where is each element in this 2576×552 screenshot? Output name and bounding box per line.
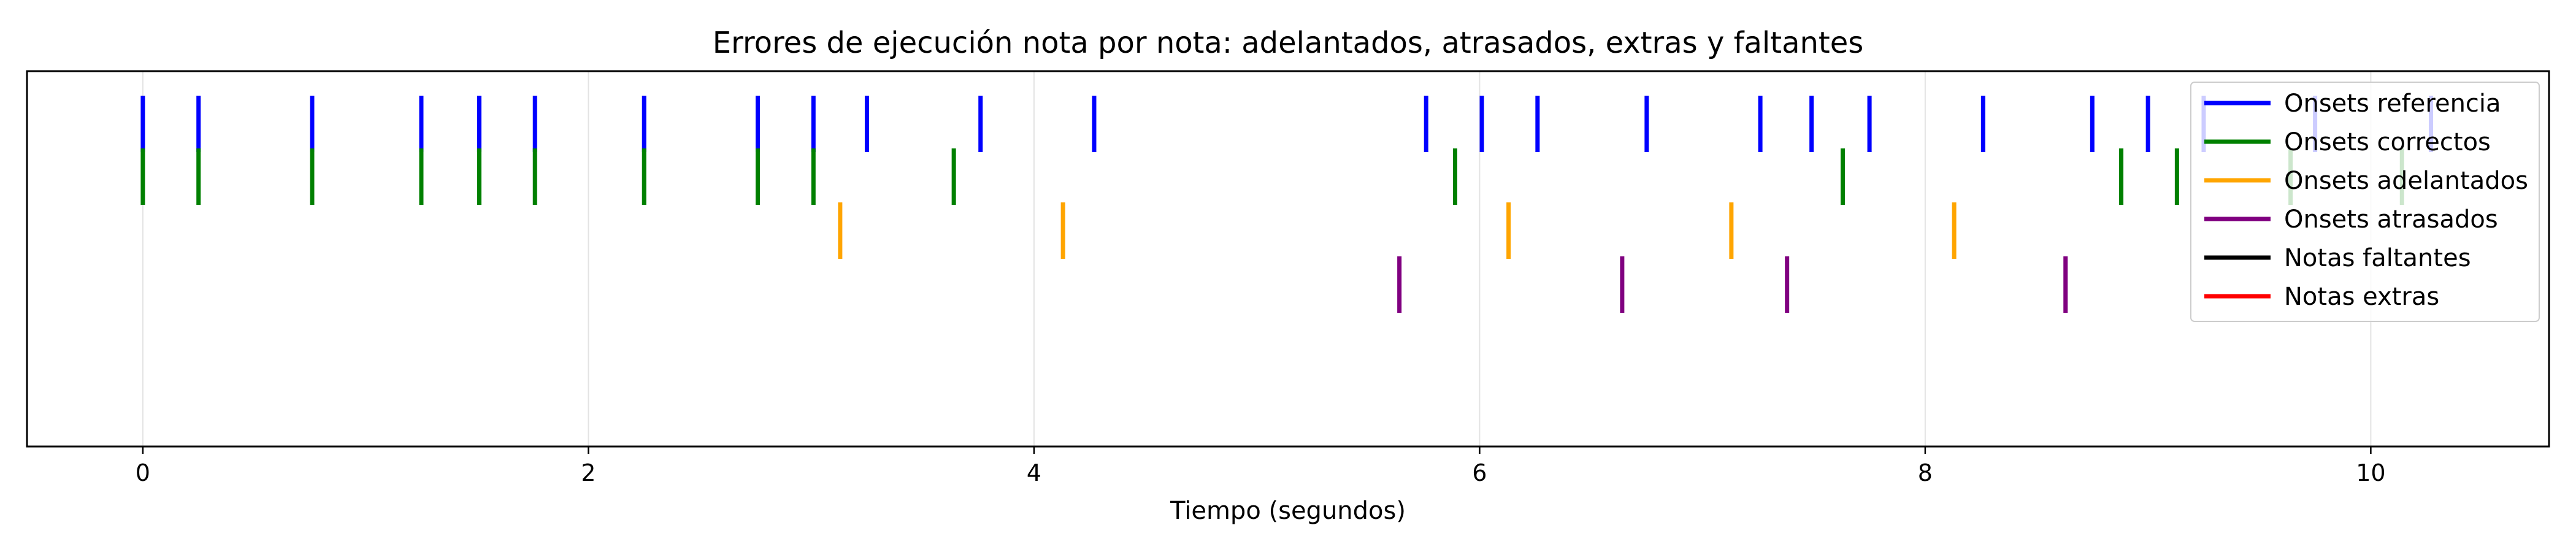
x-tick-label: 8 — [1918, 459, 1933, 486]
x-tick-label: 0 — [136, 459, 150, 486]
legend-box — [2190, 82, 2540, 322]
series-onsets-atrasados — [1397, 256, 2068, 313]
legend: Onsets referencia Onsets correctos Onsets … — [2190, 82, 2540, 322]
legend-label: Notas faltantes — [2284, 244, 2471, 272]
legend-label: Notas extras — [2284, 283, 2439, 311]
legend-label: Onsets correctos — [2284, 128, 2491, 156]
x-tick-label: 2 — [581, 459, 596, 486]
plot-area — [26, 70, 2550, 448]
x-tick-label: 4 — [1027, 459, 1041, 486]
legend-label: Onsets referencia — [2284, 90, 2501, 118]
legend-label: Onsets adelantados — [2284, 167, 2528, 195]
x-tick-label: 6 — [1472, 459, 1487, 486]
series-onsets-correctos — [140, 148, 2404, 205]
event-marks — [140, 96, 2433, 313]
series-onsets-adelantados — [838, 202, 1957, 259]
series-onsets-referencia — [140, 96, 2433, 152]
grid — [142, 71, 2372, 447]
x-axis-label: Tiempo (segundos) — [1170, 497, 1406, 525]
chart-title: Errores de ejecución nota por nota: adel… — [713, 26, 1864, 60]
x-tick-label: 10 — [2356, 459, 2385, 486]
legend-label: Onsets atrasados — [2284, 205, 2498, 234]
x-axis: 0 2 4 6 8 10 — [136, 447, 2386, 486]
